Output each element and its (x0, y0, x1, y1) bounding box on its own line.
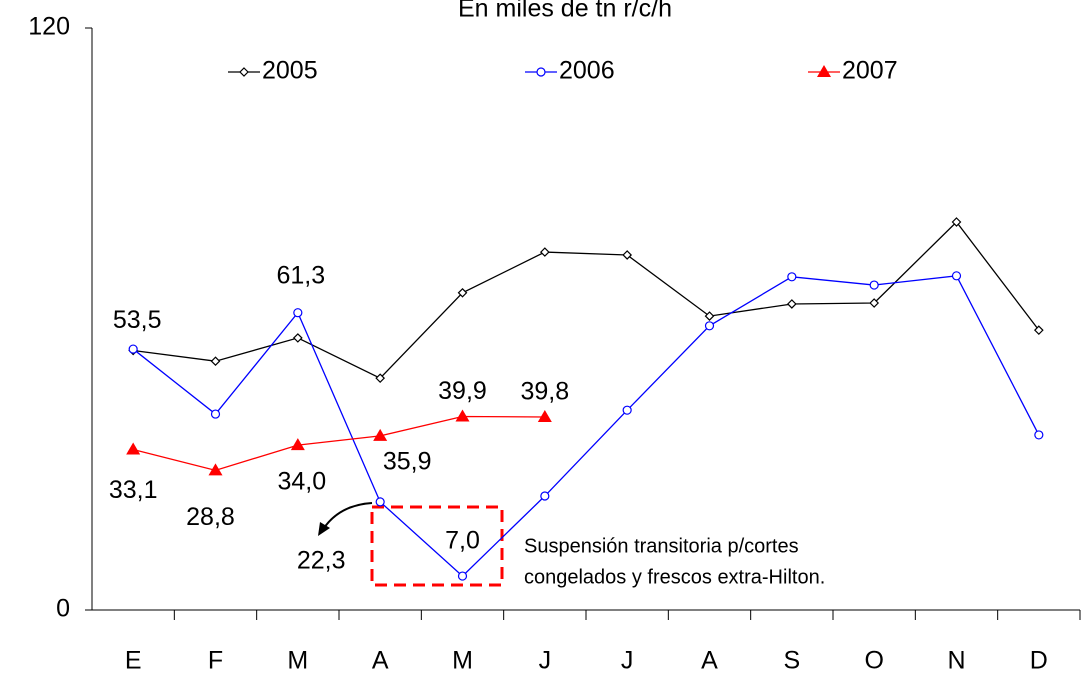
x-tick-label: A (701, 647, 718, 675)
marker (293, 308, 303, 318)
marker (622, 250, 633, 260)
marker (373, 428, 388, 441)
legend-label: 2006 (559, 57, 615, 85)
annotation: Suspensión transitoria p/cortes (524, 535, 799, 557)
marker (951, 217, 962, 227)
marker (375, 373, 386, 384)
x-tick-label: M (287, 647, 308, 675)
series-line (133, 221, 1040, 379)
data-label: 28,8 (186, 503, 235, 531)
marker (787, 272, 797, 282)
data-label: 53,5 (113, 306, 162, 334)
marker (539, 247, 550, 257)
marker (817, 65, 831, 77)
marker (704, 311, 715, 321)
marker (290, 438, 305, 451)
marker (128, 344, 138, 354)
x-tick-label: J (539, 647, 552, 675)
data-label: 33,1 (109, 476, 158, 504)
x-tick-label: M (452, 647, 473, 675)
data-label: 39,9 (438, 377, 487, 405)
marker (540, 491, 550, 501)
x-tick-label: O (864, 647, 883, 675)
chart-title: En miles de tn r/c/h (458, 0, 672, 23)
y-tick-label: 120 (28, 13, 70, 41)
x-tick-label: A (372, 647, 389, 675)
marker (126, 442, 141, 455)
marker (869, 298, 880, 308)
marker (951, 271, 962, 281)
marker (210, 356, 221, 367)
x-tick-label: N (947, 647, 965, 675)
annotation: congelados y frescos extra-Hilton. (524, 566, 825, 588)
arrow (323, 502, 373, 529)
marker (210, 409, 221, 419)
marker (869, 280, 879, 290)
marker (292, 333, 303, 343)
arrow-head (318, 522, 330, 536)
data-label: 34,0 (277, 468, 326, 496)
marker (455, 409, 470, 422)
marker (1033, 325, 1044, 336)
marker (1034, 430, 1044, 440)
x-tick-label: J (621, 647, 634, 675)
data-label: 22,3 (297, 546, 346, 574)
marker (457, 571, 468, 581)
marker (704, 321, 715, 331)
legend-label: 2007 (842, 57, 898, 85)
highlight-box (370, 505, 504, 587)
marker (622, 405, 632, 415)
data-label: 35,9 (383, 447, 432, 475)
x-tick-label: S (783, 647, 800, 675)
marker (786, 299, 797, 309)
marker (457, 287, 468, 298)
data-label: 61,3 (276, 261, 325, 289)
x-tick-label: E (125, 647, 142, 675)
marker (375, 497, 385, 507)
legend-label: 2005 (262, 57, 318, 85)
y-tick-label: 0 (56, 595, 70, 623)
data-label: 39,8 (520, 378, 569, 406)
x-tick-label: F (208, 647, 223, 675)
data-label: 7,0 (445, 527, 480, 555)
marker (239, 67, 249, 77)
marker (537, 409, 552, 422)
marker (208, 463, 223, 476)
marker (536, 67, 546, 77)
series-line (132, 275, 1040, 577)
series-line (133, 415, 545, 471)
x-tick-label: D (1030, 647, 1048, 675)
